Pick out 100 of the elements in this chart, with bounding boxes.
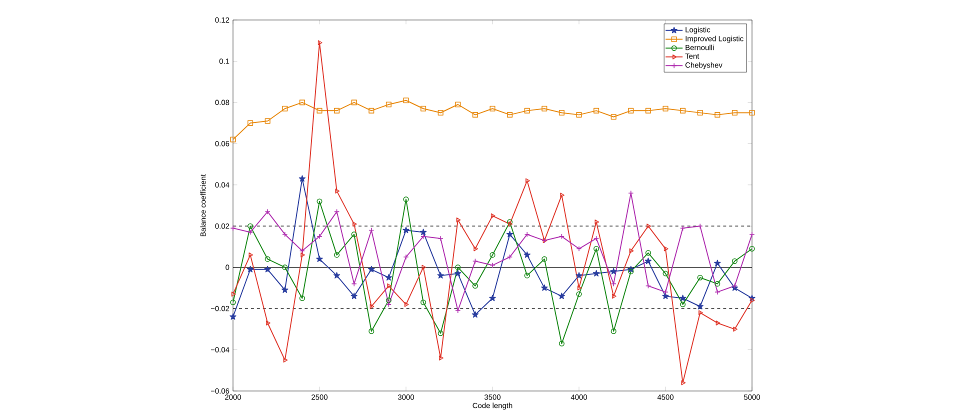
point xyxy=(282,286,288,293)
point xyxy=(524,232,530,238)
point xyxy=(558,292,566,300)
point xyxy=(282,264,288,270)
point xyxy=(645,108,651,114)
point xyxy=(490,252,496,258)
point xyxy=(733,326,738,332)
point xyxy=(246,266,254,272)
point xyxy=(283,358,288,363)
point xyxy=(316,256,323,262)
point xyxy=(351,100,357,106)
point xyxy=(438,236,444,242)
point xyxy=(696,302,704,310)
point xyxy=(248,230,254,236)
point xyxy=(594,220,600,224)
point xyxy=(474,246,478,252)
point xyxy=(612,294,616,299)
point xyxy=(507,254,513,260)
point xyxy=(472,112,478,118)
point xyxy=(716,320,720,326)
point xyxy=(316,234,322,240)
point xyxy=(576,272,582,278)
point xyxy=(438,330,444,336)
point xyxy=(282,106,288,112)
point xyxy=(230,313,236,320)
point xyxy=(264,256,270,262)
point xyxy=(316,108,322,114)
point xyxy=(299,295,305,302)
point xyxy=(454,270,462,276)
point xyxy=(299,248,305,254)
point xyxy=(455,264,461,270)
point xyxy=(680,225,686,231)
point xyxy=(368,328,374,334)
point xyxy=(472,283,478,289)
point xyxy=(610,281,616,287)
point xyxy=(437,272,444,278)
point xyxy=(558,110,564,116)
point xyxy=(264,266,271,272)
point xyxy=(541,284,548,291)
point xyxy=(542,106,548,112)
point xyxy=(680,302,686,308)
point xyxy=(524,251,530,258)
point xyxy=(576,291,582,297)
point xyxy=(576,112,582,118)
point xyxy=(422,264,426,270)
point xyxy=(489,294,496,302)
point xyxy=(577,285,582,290)
point xyxy=(334,108,340,114)
point xyxy=(368,108,374,114)
point xyxy=(334,208,340,214)
point xyxy=(298,175,306,182)
point xyxy=(490,213,496,218)
point xyxy=(420,228,427,236)
point xyxy=(318,40,322,46)
point xyxy=(368,266,375,272)
point xyxy=(370,304,374,309)
point xyxy=(386,302,392,308)
point xyxy=(697,274,703,280)
point xyxy=(316,198,322,204)
point xyxy=(714,289,720,295)
point xyxy=(610,328,616,334)
point xyxy=(403,254,409,260)
point xyxy=(645,283,651,289)
point xyxy=(664,246,668,252)
point xyxy=(662,270,668,276)
point xyxy=(698,310,703,316)
point xyxy=(646,224,651,229)
point xyxy=(335,188,340,194)
point xyxy=(438,110,444,116)
point xyxy=(264,208,270,214)
point xyxy=(526,178,530,184)
point xyxy=(732,110,738,116)
point xyxy=(351,232,357,238)
point xyxy=(594,246,600,252)
point xyxy=(594,108,600,114)
point xyxy=(507,112,513,118)
point xyxy=(629,248,634,254)
point xyxy=(714,281,720,287)
point xyxy=(455,308,461,314)
point xyxy=(368,227,374,234)
point xyxy=(248,120,254,126)
point xyxy=(248,252,254,258)
point xyxy=(403,196,409,202)
point xyxy=(472,258,478,264)
point xyxy=(420,234,426,240)
point xyxy=(558,234,564,240)
point xyxy=(645,250,651,256)
point xyxy=(592,270,600,276)
point xyxy=(456,217,461,222)
point xyxy=(524,108,530,114)
point xyxy=(662,289,668,295)
point xyxy=(334,252,340,258)
point xyxy=(352,222,357,227)
point xyxy=(350,292,358,300)
point xyxy=(490,262,496,268)
point xyxy=(679,294,686,302)
point xyxy=(230,136,236,142)
point xyxy=(714,260,721,266)
point xyxy=(264,118,270,124)
point xyxy=(508,222,513,227)
